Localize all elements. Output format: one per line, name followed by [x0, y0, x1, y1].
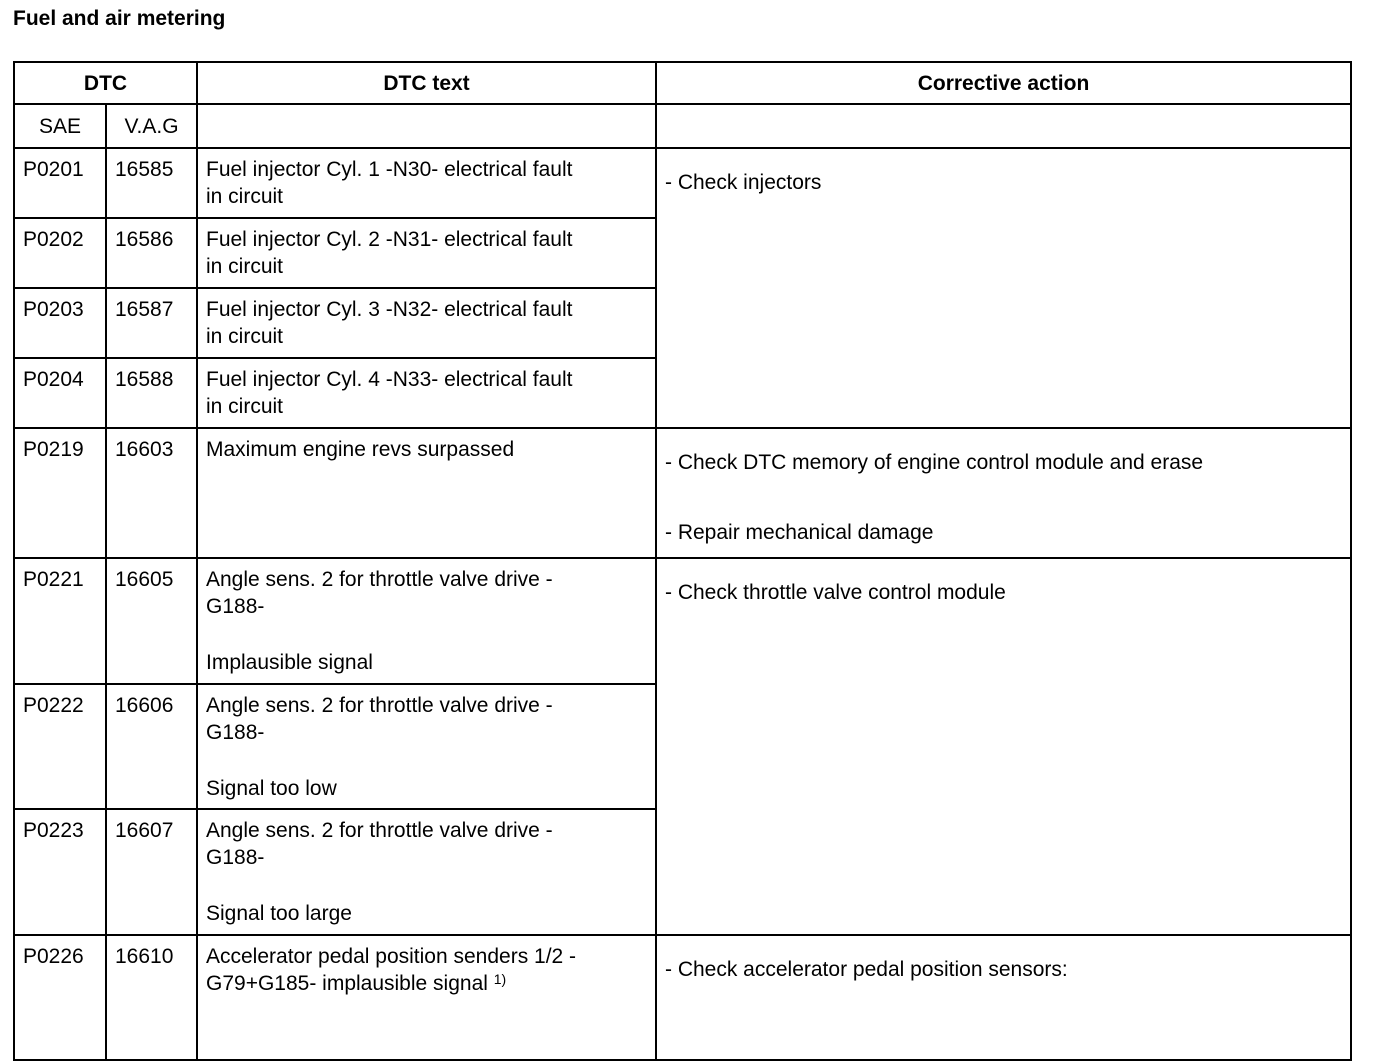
- table-row: P0203 16587 Fuel injector Cyl. 3 -N32- e…: [13, 287, 1351, 359]
- table-row: P0202 16586 Fuel injector Cyl. 2 -N31- e…: [13, 217, 1351, 289]
- vag-code: 16606: [105, 683, 198, 810]
- vag-code: 16610: [105, 934, 198, 1061]
- corrective-action: - Check throttle valve control module: [655, 557, 1352, 936]
- vag-code: 16603: [105, 427, 198, 559]
- subheader-row: SAE V.A.G: [13, 103, 1352, 149]
- vag-code: 16586: [105, 217, 198, 289]
- sae-code: P0221: [13, 557, 107, 685]
- corrective-action: - Check accelerator pedal position senso…: [655, 934, 1352, 1061]
- sae-code: P0202: [13, 217, 107, 289]
- header-row: DTC DTC text Corrective action: [13, 61, 1352, 105]
- dtc-text: Fuel injector Cyl. 2 -N31- electrical fa…: [196, 217, 657, 289]
- vag-code: 16587: [105, 287, 198, 359]
- header-corrective-action: Corrective action: [655, 61, 1352, 105]
- corrective-action: - Check DTC memory of engine control mod…: [655, 427, 1352, 559]
- sae-code: P0203: [13, 287, 107, 359]
- dtc-text: Maximum engine revs surpassed: [196, 427, 657, 559]
- vag-code: 16585: [105, 147, 198, 219]
- page-title: Fuel and air metering: [13, 7, 226, 30]
- header-dtc-text: DTC text: [196, 61, 657, 105]
- table-row: P0204 16588 Fuel injector Cyl. 4 -N33- e…: [13, 357, 1351, 429]
- dtc-text: Accelerator pedal position senders 1/2 -…: [196, 934, 657, 1061]
- dtc-text: Fuel injector Cyl. 3 -N32- electrical fa…: [196, 287, 657, 359]
- vag-code: 16607: [105, 808, 198, 936]
- table-row: P0222 16606 Angle sens. 2 for throttle v…: [13, 683, 1351, 810]
- dtc-text: Angle sens. 2 for throttle valve drive -…: [196, 683, 657, 810]
- table-row: P0219 16603 Maximum engine revs surpasse…: [13, 427, 1352, 559]
- header-sae: SAE: [13, 103, 107, 149]
- corrective-action: - Check injectors: [655, 147, 1352, 429]
- header-vag: V.A.G: [105, 103, 198, 149]
- sae-code: P0219: [13, 427, 107, 559]
- table-row: P0223 16607 Angle sens. 2 for throttle v…: [13, 808, 1351, 936]
- dtc-text: Fuel injector Cyl. 4 -N33- electrical fa…: [196, 357, 657, 429]
- sae-code: P0204: [13, 357, 107, 429]
- vag-code: 16588: [105, 357, 198, 429]
- dtc-table: DTC DTC text Corrective action SAE V.A.G…: [13, 61, 1352, 1061]
- table-row: P0221 16605 Angle sens. 2 for throttle v…: [13, 557, 1352, 936]
- sae-code: P0223: [13, 808, 107, 936]
- dtc-text: Angle sens. 2 for throttle valve drive -…: [196, 808, 657, 936]
- header-dtc: DTC: [13, 61, 198, 105]
- vag-code: 16605: [105, 557, 198, 685]
- dtc-text: Angle sens. 2 for throttle valve drive -…: [196, 557, 657, 685]
- sae-code: P0226: [13, 934, 107, 1061]
- sae-code: P0222: [13, 683, 107, 810]
- table-row: P0226 16610 Accelerator pedal position s…: [13, 934, 1352, 1061]
- table-row: P0201 16585 Fuel injector Cyl. 1 -N30- e…: [13, 147, 1352, 429]
- sae-code: P0201: [13, 147, 107, 219]
- dtc-text: Fuel injector Cyl. 1 -N30- electrical fa…: [196, 147, 657, 219]
- footnote-ref: 1): [493, 971, 507, 987]
